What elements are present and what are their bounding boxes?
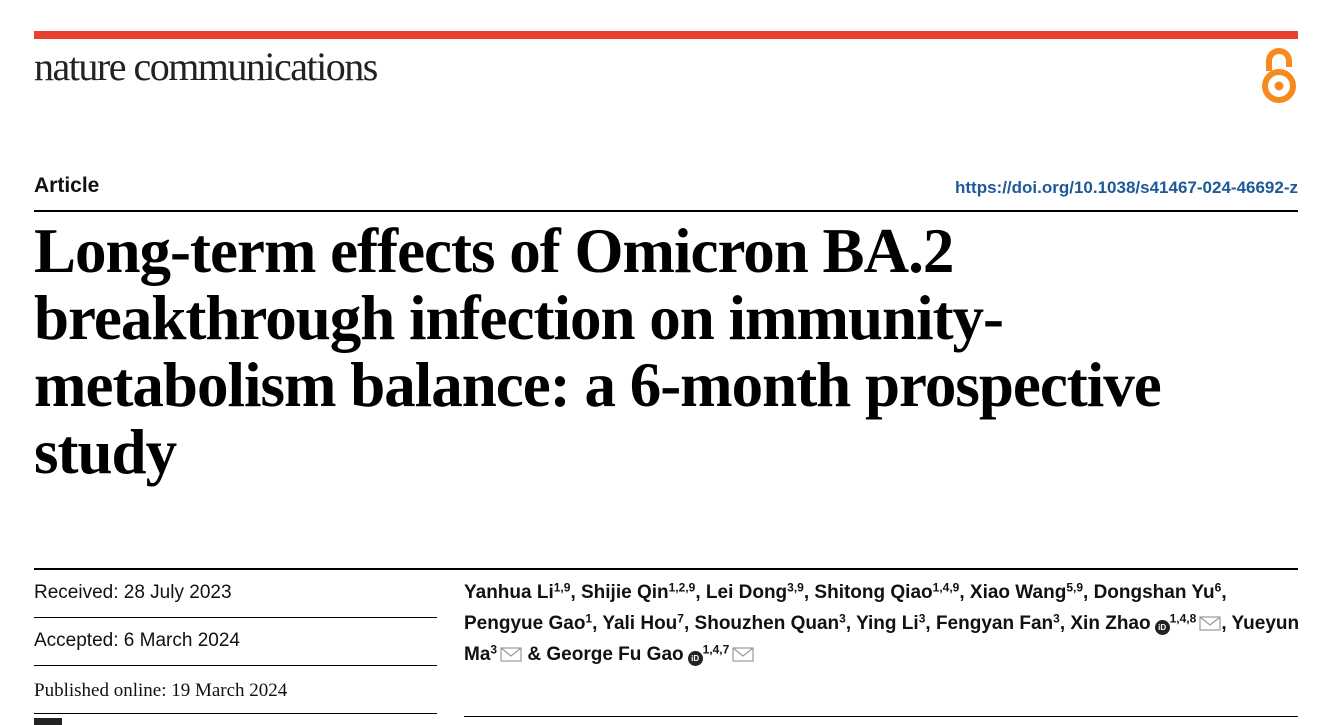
- author-name[interactable]: George Fu Gao: [546, 644, 684, 665]
- author-separator: ,: [845, 613, 857, 634]
- author-name[interactable]: Shijie Qin: [581, 582, 669, 603]
- author[interactable]: Yueyun Ma3 &: [464, 613, 1299, 665]
- author-name[interactable]: Ying Li: [856, 613, 919, 634]
- author-separator: ,: [1221, 613, 1232, 634]
- accepted-date: Accepted: 6 March 2024: [34, 630, 240, 651]
- affiliation-superscript: 6: [1214, 580, 1222, 595]
- author-name[interactable]: Xiao Wang: [969, 582, 1067, 603]
- affiliation-superscript: 3: [918, 611, 926, 626]
- cut-off-element: [34, 718, 62, 725]
- article-title: Long-term effects of Omicron BA.2 breakt…: [34, 216, 1162, 487]
- orcid-icon[interactable]: iD: [687, 651, 703, 666]
- author[interactable]: George Fu Gao iD1,4,7: [546, 642, 754, 666]
- affiliation-superscript: 3: [490, 642, 498, 657]
- affiliation-superscript: 1,4,8: [1169, 611, 1197, 626]
- meta-top-rule: [34, 568, 1298, 570]
- author[interactable]: Ying Li3,: [856, 611, 936, 634]
- author-name[interactable]: Yueyun Ma: [464, 613, 1300, 665]
- author-separator: ,: [1059, 613, 1071, 634]
- affiliation-superscript: 3: [839, 611, 846, 626]
- author-name[interactable]: Shouzhen Quan: [694, 613, 840, 634]
- journal-logo[interactable]: nature communications: [34, 44, 378, 89]
- author-separator: ,: [803, 582, 815, 603]
- author[interactable]: Shouzhen Quan3,: [694, 611, 857, 634]
- author-separator: ,: [570, 582, 581, 603]
- author[interactable]: Xiao Wang5,9,: [969, 580, 1094, 603]
- orcid-icon[interactable]: iD: [1154, 620, 1170, 635]
- author[interactable]: Shitong Qiao1,4,9,: [814, 580, 970, 603]
- author-name[interactable]: Pengyue Gao: [464, 613, 586, 634]
- envelope-icon[interactable]: [500, 647, 522, 662]
- author[interactable]: Shijie Qin1,2,9,: [581, 580, 706, 603]
- meta-divider: [34, 617, 437, 618]
- author[interactable]: Lei Dong3,9,: [705, 580, 815, 603]
- affiliation-superscript: 1,9: [553, 580, 571, 595]
- author[interactable]: Dongshan Yu6,: [1093, 580, 1227, 603]
- author-separator: ,: [683, 613, 695, 634]
- affiliation-superscript: 1,4,9: [932, 580, 960, 595]
- envelope-icon[interactable]: [1199, 616, 1221, 631]
- author[interactable]: Pengyue Gao1,: [464, 611, 603, 634]
- author-separator: ,: [592, 613, 603, 634]
- open-access-icon: [1258, 45, 1300, 105]
- affiliation-superscript: 3: [1053, 611, 1060, 626]
- author-name[interactable]: Lei Dong: [705, 582, 788, 603]
- authors-bottom-rule: [464, 716, 1298, 717]
- header-rule: [34, 210, 1298, 212]
- author-name[interactable]: Xin Zhao: [1070, 613, 1151, 634]
- affiliation-superscript: 7: [677, 611, 684, 626]
- affiliation-superscript: 1,2,9: [668, 580, 696, 595]
- author[interactable]: Yanhua Li1,9,: [464, 580, 581, 603]
- author[interactable]: Fengyan Fan3,: [935, 611, 1071, 634]
- author-separator: ,: [1221, 582, 1227, 603]
- article-type: Article: [34, 174, 100, 197]
- author-separator: ,: [925, 613, 936, 634]
- author-name[interactable]: Shitong Qiao: [814, 582, 933, 603]
- affiliation-superscript: 3,9: [787, 580, 804, 595]
- author-name[interactable]: Fengyan Fan: [935, 613, 1054, 634]
- author[interactable]: Xin Zhao iD1,4,8,: [1070, 611, 1232, 635]
- meta-divider: [34, 665, 437, 666]
- envelope-icon[interactable]: [732, 647, 754, 662]
- author-list: Yanhua Li1,9, Shijie Qin1,2,9, Lei Dong3…: [464, 577, 1304, 670]
- author-separator: ,: [1083, 582, 1094, 603]
- author-name[interactable]: Yanhua Li: [464, 582, 554, 603]
- affiliation-superscript: 5,9: [1066, 580, 1084, 595]
- author-separator: ,: [695, 582, 706, 603]
- received-date: Received: 28 July 2023: [34, 582, 232, 603]
- doi-link[interactable]: https://doi.org/10.1038/s41467-024-46692…: [955, 178, 1298, 197]
- author-name[interactable]: Yali Hou: [602, 613, 678, 634]
- published-date: Published online: 19 March 2024: [34, 680, 288, 701]
- author-separator: &: [522, 644, 547, 665]
- meta-divider: [34, 713, 437, 714]
- brand-bar: [34, 31, 1298, 39]
- author-name[interactable]: Dongshan Yu: [1093, 582, 1215, 603]
- affiliation-superscript: 1,4,7: [702, 642, 730, 657]
- author-separator: ,: [959, 582, 970, 603]
- author[interactable]: Yali Hou7,: [602, 611, 695, 634]
- affiliation-superscript: 1: [585, 611, 593, 626]
